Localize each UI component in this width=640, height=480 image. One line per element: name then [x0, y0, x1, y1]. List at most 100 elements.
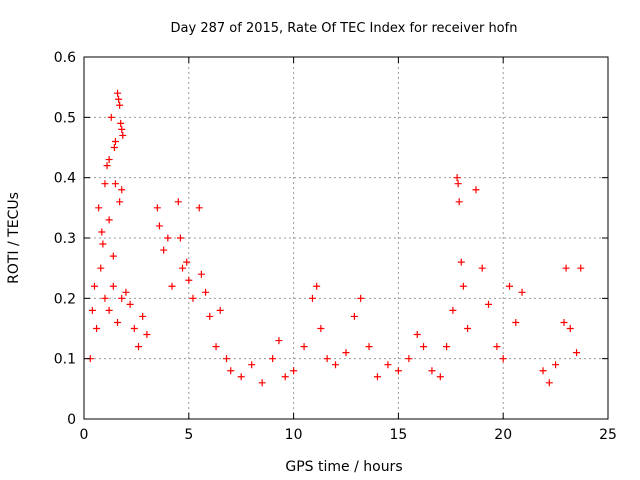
data-point: [118, 186, 126, 194]
data-point: [373, 373, 381, 381]
data-point: [195, 204, 203, 212]
data-point: [562, 264, 570, 272]
y-tick-label: 0: [67, 412, 76, 428]
y-tick-label: 0.3: [54, 231, 76, 247]
axis-ticks: 0 5 10 15 20 25 0 0.1 0.2 0.3 0.4 0.5 0.6: [54, 50, 617, 443]
data-point: [512, 318, 520, 326]
data-point: [454, 180, 462, 188]
data-point: [95, 204, 103, 212]
data-point: [573, 349, 581, 357]
data-point: [115, 95, 123, 103]
data-point: [110, 144, 118, 151]
data-point: [478, 264, 486, 272]
data-point: [174, 198, 182, 206]
x-tick-label: 15: [389, 427, 407, 443]
data-point: [436, 373, 444, 381]
data-point: [269, 355, 277, 363]
data-point: [111, 137, 119, 145]
data-point: [499, 355, 507, 363]
data-point: [117, 119, 125, 127]
data-point: [365, 343, 373, 351]
data-point: [357, 294, 365, 302]
data-point: [98, 228, 106, 236]
data-point: [109, 252, 117, 260]
data-point: [114, 318, 122, 326]
data-point: [111, 180, 119, 188]
data-point: [143, 331, 151, 339]
x-tick-label: 20: [494, 427, 512, 443]
data-point: [227, 367, 235, 375]
data-point: [179, 264, 187, 272]
data-point: [88, 306, 96, 314]
data-point: [105, 306, 113, 314]
grid-lines: [84, 57, 608, 419]
x-tick-label: 25: [599, 427, 617, 443]
data-point: [317, 325, 325, 332]
data-point: [566, 325, 574, 332]
data-point: [116, 101, 124, 109]
data-point: [189, 294, 197, 302]
data-point: [93, 325, 101, 332]
data-point: [405, 355, 413, 363]
data-point: [453, 174, 461, 182]
y-tick-label: 0.5: [54, 110, 76, 126]
data-point: [308, 294, 316, 302]
data-point: [457, 258, 465, 266]
data-point: [313, 282, 321, 290]
data-point: [134, 343, 142, 351]
data-point: [168, 282, 176, 290]
data-point: [183, 258, 191, 266]
data-point: [420, 343, 428, 351]
data-point: [160, 246, 168, 254]
y-tick-label: 0.4: [54, 171, 76, 187]
data-point: [560, 318, 568, 326]
y-tick-label: 0.6: [54, 50, 76, 66]
data-point: [394, 367, 402, 375]
data-point: [103, 162, 111, 170]
x-axis-label: GPS time / hours: [285, 459, 402, 475]
data-point: [118, 294, 126, 302]
data-point: [518, 288, 526, 296]
data-point: [99, 240, 107, 248]
data-point: [552, 361, 560, 369]
data-point: [281, 373, 289, 381]
data-point: [206, 312, 214, 320]
data-point: [258, 379, 266, 387]
y-tick-label: 0.2: [54, 291, 76, 307]
data-point: [126, 300, 134, 308]
data-point: [155, 222, 163, 230]
x-tick-label: 10: [285, 427, 303, 443]
data-point: [109, 282, 117, 290]
data-point: [455, 198, 463, 206]
data-point: [428, 367, 436, 375]
data-point: [212, 343, 220, 351]
data-point: [119, 131, 127, 139]
data-point: [248, 361, 256, 369]
data-point: [275, 337, 283, 345]
data-point: [342, 349, 350, 357]
data-point: [101, 180, 109, 188]
data-point: [105, 216, 113, 224]
x-tick-label: 5: [184, 427, 193, 443]
data-point: [545, 379, 553, 387]
data-point: [90, 282, 98, 290]
data-point: [202, 288, 210, 296]
data-point: [493, 343, 501, 351]
data-point: [114, 89, 122, 97]
data-point: [323, 355, 331, 363]
chart-title: Day 287 of 2015, Rate Of TEC Index for r…: [171, 21, 518, 36]
data-point: [118, 125, 126, 133]
data-point: [332, 361, 340, 369]
data-point: [107, 113, 115, 121]
data-point: [97, 264, 105, 272]
data-point: [130, 325, 138, 332]
data-point: [449, 306, 457, 314]
data-point: [505, 282, 513, 290]
data-point: [105, 156, 113, 164]
data-point: [443, 343, 451, 351]
data-point: [101, 294, 109, 302]
data-point: [153, 204, 161, 212]
data-point: [384, 361, 392, 369]
data-point: [164, 234, 172, 242]
